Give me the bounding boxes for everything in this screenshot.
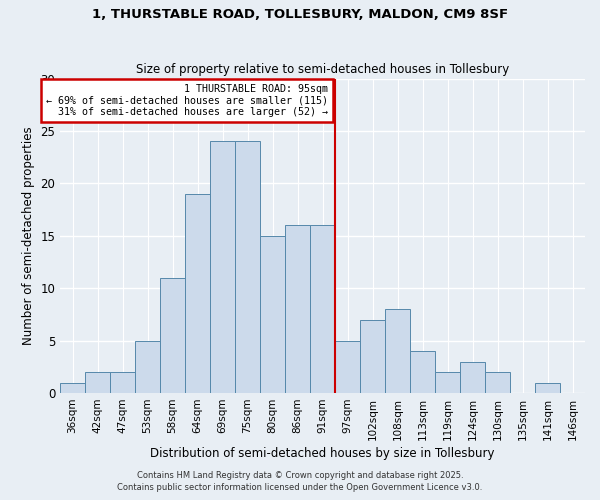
Bar [135,340,160,393]
Bar [60,382,85,393]
Bar [410,351,435,393]
Bar [185,194,210,393]
Text: Contains HM Land Registry data © Crown copyright and database right 2025.
Contai: Contains HM Land Registry data © Crown c… [118,471,482,492]
Bar [235,142,260,393]
Bar [460,362,485,393]
Title: Size of property relative to semi-detached houses in Tollesbury: Size of property relative to semi-detach… [136,63,509,76]
Bar [160,278,185,393]
Bar [385,309,410,393]
Bar [110,372,135,393]
Text: 1, THURSTABLE ROAD, TOLLESBURY, MALDON, CM9 8SF: 1, THURSTABLE ROAD, TOLLESBURY, MALDON, … [92,8,508,20]
Bar [335,340,360,393]
Bar [435,372,460,393]
Bar [85,372,110,393]
Bar [210,142,235,393]
Bar [310,226,335,393]
X-axis label: Distribution of semi-detached houses by size in Tollesbury: Distribution of semi-detached houses by … [150,447,495,460]
Bar [485,372,510,393]
Text: 1 THURSTABLE ROAD: 95sqm
← 69% of semi-detached houses are smaller (115)
  31% o: 1 THURSTABLE ROAD: 95sqm ← 69% of semi-d… [46,84,328,117]
Bar [285,226,310,393]
Bar [360,320,385,393]
Y-axis label: Number of semi-detached properties: Number of semi-detached properties [22,126,35,345]
Bar [535,382,560,393]
Bar [260,236,285,393]
